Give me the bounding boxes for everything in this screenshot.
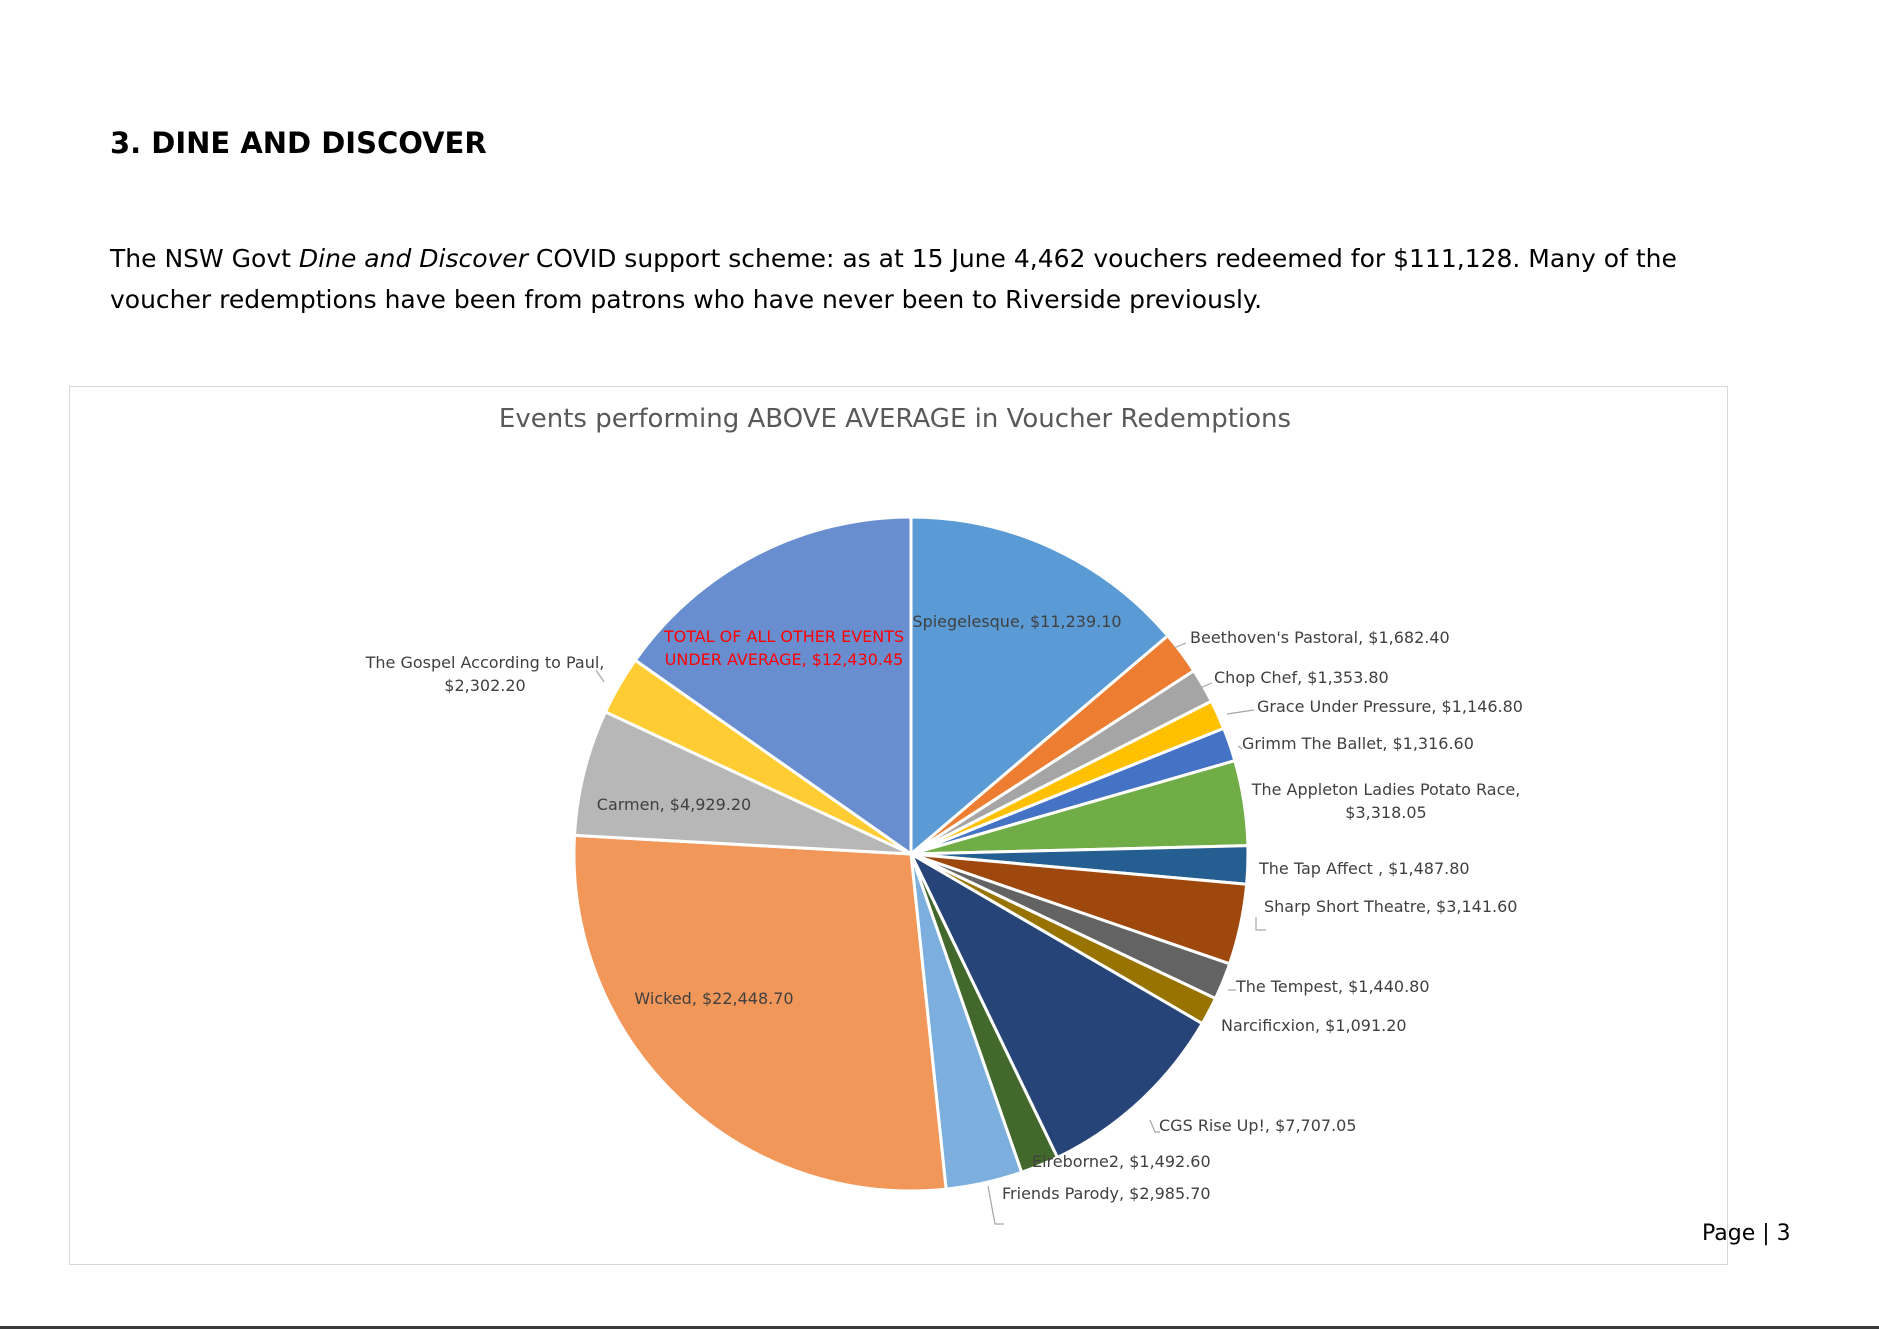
leader-line xyxy=(1149,1119,1160,1133)
data-label-the-tap-affect: The Tap Affect , $1,487.80 xyxy=(1258,859,1470,878)
scheme-name: Dine and Discover xyxy=(298,244,528,273)
chart-area xyxy=(69,386,1728,1265)
leader-line xyxy=(595,669,605,683)
leader-line xyxy=(1226,709,1255,715)
data-label-sharp-short-theatre: Sharp Short Theatre, $3,141.60 xyxy=(1264,897,1517,916)
data-label-the-tempest: The Tempest, $1,440.80 xyxy=(1235,977,1430,996)
data-label-the-appleton-ladies-potato-race: The Appleton Ladies Potato Race, $3,318.0… xyxy=(1251,780,1521,822)
leader-line xyxy=(987,1185,1004,1225)
data-label-friends-parody: Friends Parody, $2,985.70 xyxy=(1002,1184,1211,1203)
data-label-chop-chef: Chop Chef, $1,353.80 xyxy=(1214,668,1389,687)
section-heading: 3. DINE AND DISCOVER xyxy=(110,126,487,160)
paragraph-text: COVID support scheme: as at 15 June 4,46… xyxy=(527,244,1677,273)
data-label-the-gospel-according-to-paul: The Gospel According to Paul, $2,302.20 xyxy=(365,653,605,695)
pie-slice-carmen xyxy=(573,710,913,856)
leader-line xyxy=(1173,642,1187,649)
pie-slice-spiegelesque xyxy=(909,515,1170,856)
page-number: Page | 3 xyxy=(1702,1221,1791,1246)
pie-slice-total-of-all-other-events-under-average xyxy=(633,515,913,856)
paragraph-line-2: voucher redemptions have been from patro… xyxy=(110,285,1263,314)
data-label-cgs-rise-up: CGS Rise Up!, $7,707.05 xyxy=(1159,1116,1357,1135)
data-label-spiegelesque: Spiegelesque, $11,239.10 xyxy=(912,612,1121,631)
pie-slice-cgs-rise-up xyxy=(909,852,1204,1160)
data-label-wicked: Wicked, $22,448.70 xyxy=(634,989,793,1008)
paragraph-line-1: The NSW Govt Dine and Discover COVID sup… xyxy=(110,238,1760,279)
intro-paragraph: The NSW Govt Dine and Discover COVID sup… xyxy=(110,238,1760,320)
data-label-beethoven-s-pastoral: Beethoven's Pastoral, $1,682.40 xyxy=(1190,628,1450,647)
leader-line xyxy=(1255,917,1266,931)
data-label-narcificxion: Narcificxion, $1,091.20 xyxy=(1221,1016,1407,1035)
pie-slice-wicked xyxy=(572,833,948,1193)
leader-line xyxy=(1237,745,1243,750)
data-label-grace-under-pressure: Grace Under Pressure, $1,146.80 xyxy=(1257,697,1523,716)
chart-title: Events performing ABOVE AVERAGE in Vouch… xyxy=(498,404,1292,434)
data-label-total-of-all-other-events-under-average: TOTAL OF ALL OTHER EVENTS UNDER AVERAGE, … xyxy=(663,627,904,669)
data-label-grimm-the-ballet: Grimm The Ballet, $1,316.60 xyxy=(1242,734,1474,753)
data-label-eireborne2: Eireborne2, $1,492.60 xyxy=(1032,1152,1211,1171)
data-label-carmen: Carmen, $4,929.20 xyxy=(597,795,751,814)
page-bottom-rule xyxy=(0,1326,1879,1329)
paragraph-text: The NSW Govt xyxy=(110,244,299,273)
leader-line xyxy=(1199,682,1213,689)
